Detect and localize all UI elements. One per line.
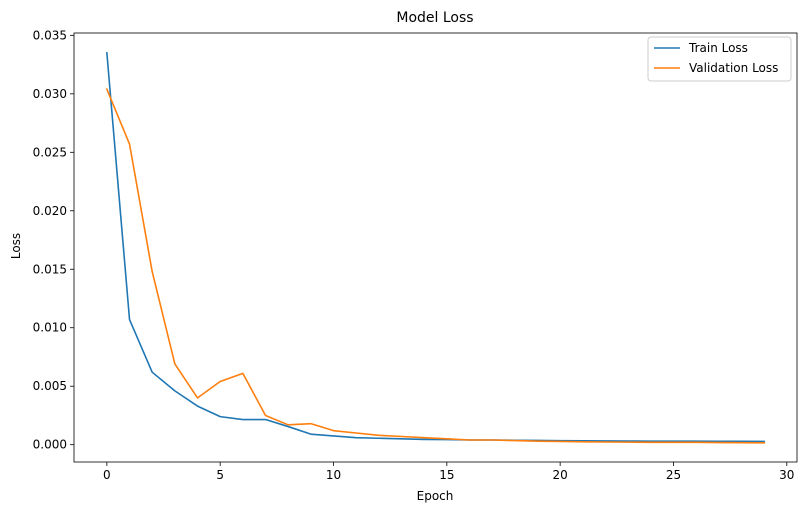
chart-legend: Train Loss Validation Loss bbox=[647, 36, 792, 82]
y-tick-label: 0.000 bbox=[33, 438, 67, 452]
y-axis-ticks: 0.000 0.005 0.010 0.015 0.020 0.025 0.030 0.035 bbox=[33, 28, 74, 452]
x-tick-label: 10 bbox=[326, 468, 341, 482]
x-axis-label: Epoch bbox=[417, 489, 454, 503]
y-tick-label: 0.025 bbox=[33, 145, 67, 159]
series-layer bbox=[105, 52, 765, 444]
x-tick-label: 30 bbox=[779, 468, 794, 482]
legend-box bbox=[647, 36, 792, 82]
y-tick-label: 0.015 bbox=[33, 262, 67, 276]
x-tick-label: 0 bbox=[103, 468, 111, 482]
series-line-validation-loss bbox=[105, 88, 765, 444]
y-tick-label: 0.035 bbox=[33, 28, 67, 42]
y-tick-label: 0.020 bbox=[33, 204, 67, 218]
chart-title: Model Loss bbox=[396, 10, 473, 26]
y-axis-label: Loss bbox=[9, 233, 23, 259]
plot-area-frame bbox=[73, 32, 798, 463]
y-tick-label: 0.005 bbox=[33, 379, 67, 393]
x-axis-ticks: 0 5 10 15 20 25 30 bbox=[103, 462, 794, 482]
x-tick-label: 15 bbox=[439, 468, 454, 482]
y-tick-label: 0.030 bbox=[33, 87, 67, 101]
x-tick-label: 20 bbox=[553, 468, 568, 482]
legend-label: Validation Loss bbox=[689, 61, 778, 75]
legend-label: Train Loss bbox=[688, 41, 748, 55]
series-line-train-loss bbox=[105, 52, 765, 443]
x-tick-label: 25 bbox=[666, 468, 681, 482]
x-tick-label: 5 bbox=[216, 468, 224, 482]
y-tick-label: 0.010 bbox=[33, 321, 67, 335]
